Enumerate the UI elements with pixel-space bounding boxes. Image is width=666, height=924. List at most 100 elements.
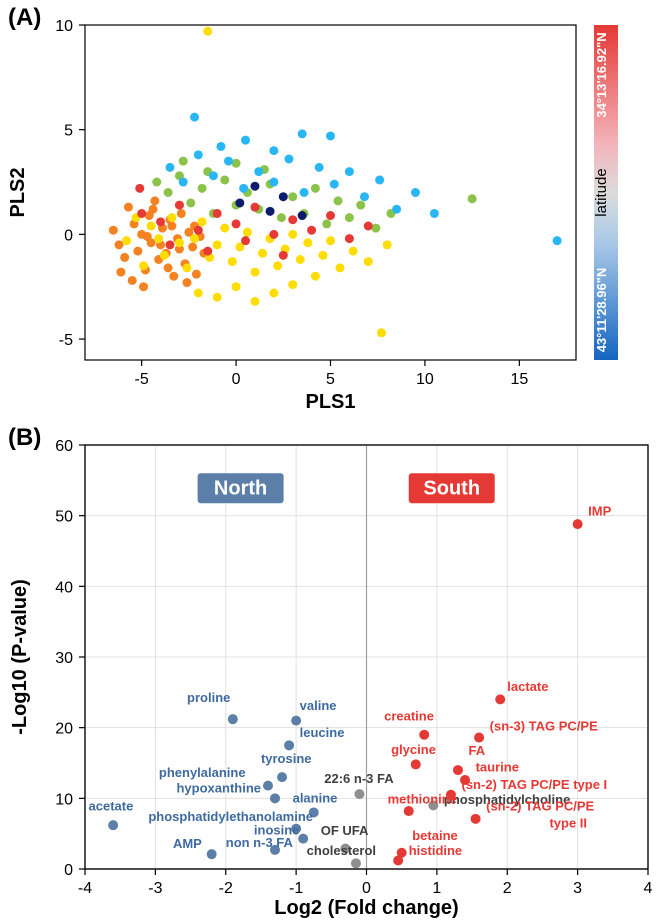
scatter-point bbox=[135, 184, 144, 193]
colorbar-bottom-label: 43°11'28.96"N bbox=[594, 268, 609, 353]
scatter-point bbox=[139, 282, 148, 291]
scatter-point bbox=[160, 251, 169, 260]
scatter-point bbox=[139, 261, 148, 270]
volcano-label: (sn-2) TAG PC/PE type I bbox=[462, 777, 608, 792]
volcano-point bbox=[277, 772, 287, 782]
scatter-point bbox=[182, 263, 191, 272]
scatter-point bbox=[334, 196, 343, 205]
volcano-point bbox=[263, 781, 273, 791]
scatter-point bbox=[326, 131, 335, 140]
scatter-point bbox=[148, 205, 157, 214]
scatter-point bbox=[186, 198, 195, 207]
scatter-point bbox=[279, 251, 288, 260]
scatter-point bbox=[345, 234, 354, 243]
scatter-point bbox=[273, 261, 282, 270]
scatter-point bbox=[177, 209, 186, 218]
svg-text:2: 2 bbox=[503, 880, 512, 897]
scatter-point bbox=[194, 150, 203, 159]
volcano-point bbox=[495, 694, 505, 704]
volcano-point bbox=[228, 714, 238, 724]
volcano-point bbox=[207, 849, 217, 859]
volcano-label: glycine bbox=[391, 742, 436, 757]
volcano-label: FA bbox=[469, 743, 486, 758]
volcano-label: OF UFA bbox=[321, 823, 369, 838]
svg-text:20: 20 bbox=[55, 721, 73, 738]
scatter-point bbox=[203, 27, 212, 36]
volcano-point bbox=[474, 733, 484, 743]
svg-text:60: 60 bbox=[55, 438, 73, 455]
svg-text:-Log10 (P-value): -Log10 (P-value) bbox=[9, 579, 31, 735]
volcano-point bbox=[471, 814, 481, 824]
scatter-point bbox=[232, 219, 241, 228]
scatter-point bbox=[250, 268, 259, 277]
volcano-point bbox=[354, 789, 364, 799]
volcano-label: histidine bbox=[409, 843, 462, 858]
scatter-point bbox=[349, 247, 358, 256]
scatter-point bbox=[194, 289, 203, 298]
scatter-point bbox=[120, 253, 129, 262]
scatter-point bbox=[156, 217, 165, 226]
svg-text:-3: -3 bbox=[148, 880, 162, 897]
scatter-point bbox=[198, 217, 207, 226]
scatter-point bbox=[182, 278, 191, 287]
scatter-point bbox=[224, 157, 233, 166]
svg-text:-4: -4 bbox=[78, 880, 92, 897]
scatter-point bbox=[250, 182, 259, 191]
scatter-point bbox=[307, 226, 316, 235]
scatter-point bbox=[330, 180, 339, 189]
scatter-point bbox=[116, 268, 125, 277]
scatter-point bbox=[411, 188, 420, 197]
scatter-point bbox=[213, 209, 222, 218]
volcano-point bbox=[411, 759, 421, 769]
scatter-point bbox=[296, 255, 305, 264]
volcano-label: betaine bbox=[412, 828, 458, 843]
volcano-label: cholesterol bbox=[307, 843, 376, 858]
scatter-point bbox=[133, 247, 142, 256]
volcano-label: proline bbox=[187, 690, 230, 705]
scatter-point bbox=[326, 236, 335, 245]
scatter-point bbox=[300, 188, 309, 197]
scatter-point bbox=[279, 192, 288, 201]
scatter-point bbox=[326, 211, 335, 220]
scatter-point bbox=[165, 240, 174, 249]
svg-text:1: 1 bbox=[432, 880, 441, 897]
scatter-point bbox=[220, 175, 229, 184]
panel-a-label: (A) bbox=[8, 4, 41, 32]
scatter-point bbox=[315, 163, 324, 172]
colorbar-top-label: 34°13'16.92"N bbox=[594, 32, 609, 117]
scatter-point bbox=[241, 236, 250, 245]
scatter-point bbox=[288, 192, 297, 201]
scatter-point bbox=[152, 178, 161, 187]
scatter-point bbox=[128, 276, 137, 285]
svg-text:0: 0 bbox=[362, 880, 371, 897]
scatter-point bbox=[179, 178, 188, 187]
svg-text:40: 40 bbox=[55, 579, 73, 596]
volcano-label: acetate bbox=[89, 798, 134, 813]
scatter-point bbox=[250, 203, 259, 212]
volcano-label: valine bbox=[300, 698, 337, 713]
scatter-point bbox=[114, 240, 123, 249]
svg-text:-1: -1 bbox=[289, 880, 303, 897]
svg-text:-2: -2 bbox=[219, 880, 233, 897]
scatter-point bbox=[288, 280, 297, 289]
scatter-point bbox=[269, 289, 278, 298]
scatter-point bbox=[124, 203, 133, 212]
scatter-point bbox=[143, 232, 152, 241]
scatter-point bbox=[232, 282, 241, 291]
panel-b-label: (B) bbox=[8, 424, 41, 452]
scatter-point bbox=[209, 171, 218, 180]
scatter-point bbox=[165, 163, 174, 172]
scatter-point bbox=[220, 224, 229, 233]
svg-text:Log2 (Fold change): Log2 (Fold change) bbox=[274, 897, 458, 919]
svg-text:50: 50 bbox=[55, 509, 73, 526]
svg-text:30: 30 bbox=[55, 650, 73, 667]
svg-text:10: 10 bbox=[55, 18, 73, 35]
scatter-point bbox=[254, 167, 263, 176]
scatter-point bbox=[298, 129, 307, 138]
volcano-point bbox=[419, 730, 429, 740]
volcano-label: alanine bbox=[293, 791, 338, 806]
svg-text:3: 3 bbox=[573, 880, 582, 897]
scatter-point bbox=[154, 234, 163, 243]
volcano-point bbox=[351, 858, 361, 868]
scatter-point bbox=[175, 238, 184, 247]
